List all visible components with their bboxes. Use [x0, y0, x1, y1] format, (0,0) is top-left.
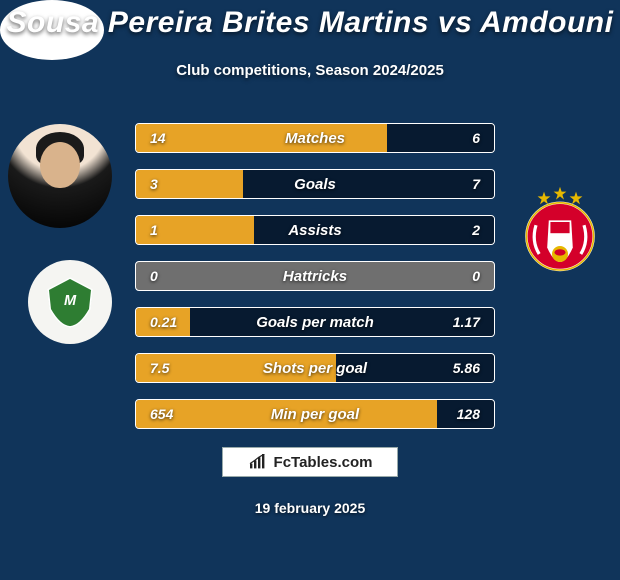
- bar-row: 00Hattricks: [135, 261, 495, 291]
- bar-label: Min per goal: [136, 400, 494, 428]
- bar-label: Matches: [136, 124, 494, 152]
- brand-text: FcTables.com: [274, 454, 373, 471]
- bar-row: 654128Min per goal: [135, 399, 495, 429]
- bar-row: 0.211.17Goals per match: [135, 307, 495, 337]
- player-avatar-left: [8, 124, 112, 228]
- bar-row: 146Matches: [135, 123, 495, 153]
- page-subtitle: Club competitions, Season 2024/2025: [0, 62, 620, 79]
- page-title: Sousa Pereira Brites Martins vs Amdouni: [0, 6, 620, 40]
- club-badge-left: M: [28, 260, 112, 344]
- comparison-canvas: Sousa Pereira Brites Martins vs Amdouni …: [0, 0, 620, 580]
- bar-label: Hattricks: [136, 262, 494, 290]
- comparison-bars: 146Matches 37Goals 12Assists 00Hattricks 0.2…: [135, 123, 495, 445]
- bar-label: Shots per goal: [136, 354, 494, 382]
- bar-label: Goals: [136, 170, 494, 198]
- bar-label: Assists: [136, 216, 494, 244]
- svg-text:M: M: [64, 293, 77, 309]
- bar-row: 12Assists: [135, 215, 495, 245]
- moreirense-badge-icon: M: [44, 276, 96, 328]
- club-badge-right: [508, 178, 612, 282]
- bar-label: Goals per match: [136, 308, 494, 336]
- footer-date: 19 february 2025: [0, 500, 620, 516]
- bar-row: 37Goals: [135, 169, 495, 199]
- brand-box: FcTables.com: [222, 447, 398, 477]
- fctables-icon: [248, 454, 268, 470]
- bar-row: 7.55.86Shots per goal: [135, 353, 495, 383]
- benfica-badge-icon: [512, 182, 608, 278]
